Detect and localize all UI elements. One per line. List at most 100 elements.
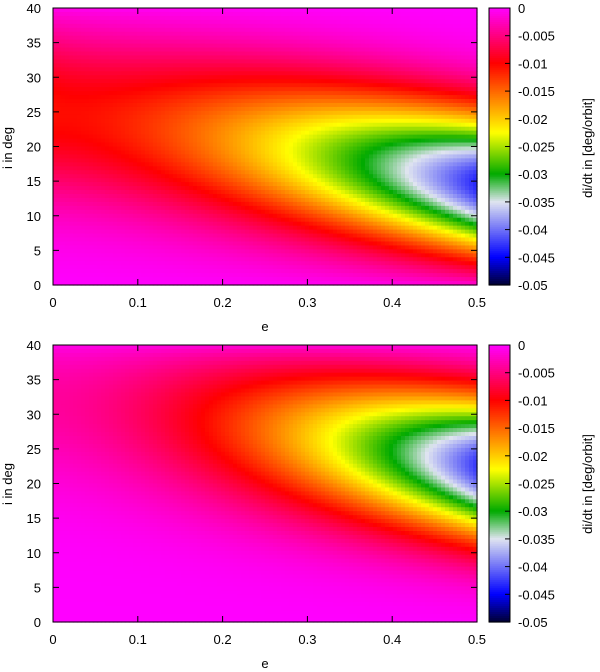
heatmap-cell	[193, 75, 198, 80]
heatmap-cell	[97, 83, 102, 88]
heatmap-cell	[57, 205, 62, 211]
heatmap-cell	[225, 110, 230, 116]
heatmap-cell	[165, 138, 170, 144]
heatmap-cell	[105, 134, 110, 140]
heatmap-cell	[261, 174, 266, 179]
heatmap-cell	[157, 134, 162, 140]
heatmap-cell	[73, 110, 78, 116]
heatmap-cell	[133, 249, 138, 254]
heatmap-cell	[213, 146, 218, 152]
heatmap-cell	[313, 27, 318, 33]
heatmap-cell	[69, 197, 74, 203]
heatmap-cell	[205, 257, 210, 262]
heatmap-cell	[205, 269, 210, 274]
heatmap-cell	[249, 118, 254, 124]
heatmap-cell	[333, 39, 338, 45]
heatmap-cell	[205, 23, 210, 29]
heatmap-cell	[69, 43, 74, 49]
heatmap-cell	[77, 146, 82, 152]
heatmap-cell	[57, 75, 62, 80]
heatmap-cell	[321, 182, 326, 187]
heatmap-cell	[89, 91, 94, 96]
heatmap-cell	[81, 122, 86, 128]
heatmap-cell	[289, 43, 294, 49]
heatmap-cell	[133, 55, 138, 61]
heatmap-cell	[177, 23, 182, 29]
heatmap-cell	[281, 281, 286, 286]
heatmap-cell	[297, 281, 302, 286]
heatmap-cell	[57, 241, 62, 247]
heatmap-cell	[229, 130, 234, 136]
heatmap-cell	[89, 142, 94, 148]
heatmap-cell	[289, 83, 294, 88]
heatmap-cell	[257, 102, 262, 108]
heatmap-cell	[297, 277, 302, 282]
heatmap-cell	[289, 75, 294, 80]
heatmap-cell	[253, 59, 258, 64]
heatmap-cell	[225, 174, 230, 179]
heatmap-cell	[193, 217, 198, 223]
heatmap-cell	[241, 47, 246, 53]
heatmap-cell	[93, 146, 98, 152]
heatmap-cell	[181, 162, 186, 167]
heatmap-cell	[181, 55, 186, 61]
heatmap-cell	[313, 43, 318, 49]
heatmap-cell	[189, 118, 194, 124]
heatmap-cell	[121, 114, 126, 120]
heatmap-cell	[97, 217, 102, 223]
heatmap-cell	[53, 221, 58, 227]
heatmap-cell	[185, 59, 190, 64]
heatmap-cell	[157, 190, 162, 195]
heatmap-cell	[137, 241, 142, 247]
heatmap-cell	[325, 253, 330, 258]
heatmap-cell	[285, 174, 290, 179]
heatmap-cell	[269, 138, 274, 144]
heatmap-cell	[269, 15, 274, 21]
heatmap-cell	[265, 95, 270, 100]
heatmap-cell	[69, 150, 74, 156]
heatmap-cell	[321, 43, 326, 49]
heatmap-cell	[81, 87, 86, 92]
heatmap-cell	[121, 91, 126, 96]
heatmap-cell	[277, 95, 282, 100]
heatmap-cell	[141, 134, 146, 140]
heatmap-cell	[301, 95, 306, 100]
heatmap-cell	[61, 102, 66, 108]
heatmap-cell	[173, 122, 178, 128]
heatmap-cell	[173, 249, 178, 254]
heatmap-cell	[237, 178, 242, 183]
heatmap-cell	[305, 170, 310, 175]
heatmap-cell	[301, 19, 306, 25]
heatmap-cell	[309, 201, 314, 207]
heatmap-cell	[285, 19, 290, 25]
heatmap-cell	[205, 217, 210, 223]
heatmap-cell	[69, 8, 74, 13]
heatmap-cell	[309, 253, 314, 258]
heatmap-cell	[281, 162, 286, 167]
heatmap-cell	[269, 277, 274, 282]
heatmap-cell	[85, 122, 90, 128]
heatmap-cell	[81, 51, 86, 57]
heatmap-cell	[109, 102, 114, 108]
heatmap-cell	[305, 166, 310, 171]
heatmap-cell	[149, 257, 154, 262]
heatmap-cell	[201, 122, 206, 128]
heatmap-cell	[105, 35, 110, 41]
heatmap-cell	[265, 138, 270, 144]
heatmap-cell	[85, 213, 90, 219]
heatmap-cell	[277, 158, 282, 163]
heatmap-cell	[113, 91, 118, 96]
heatmap-cell	[153, 23, 158, 29]
heatmap-cell	[61, 43, 66, 49]
heatmap-cell	[53, 67, 58, 72]
heatmap-cell	[117, 209, 122, 215]
heatmap-cell	[105, 261, 110, 266]
heatmap-cell	[273, 134, 278, 140]
heatmap-cell	[281, 126, 286, 132]
heatmap-cell	[321, 122, 326, 128]
heatmap-cell	[57, 15, 62, 21]
heatmap-cell	[105, 15, 110, 21]
heatmap-cell	[81, 249, 86, 254]
heatmap-cell	[125, 122, 130, 128]
heatmap-cell	[109, 39, 114, 45]
